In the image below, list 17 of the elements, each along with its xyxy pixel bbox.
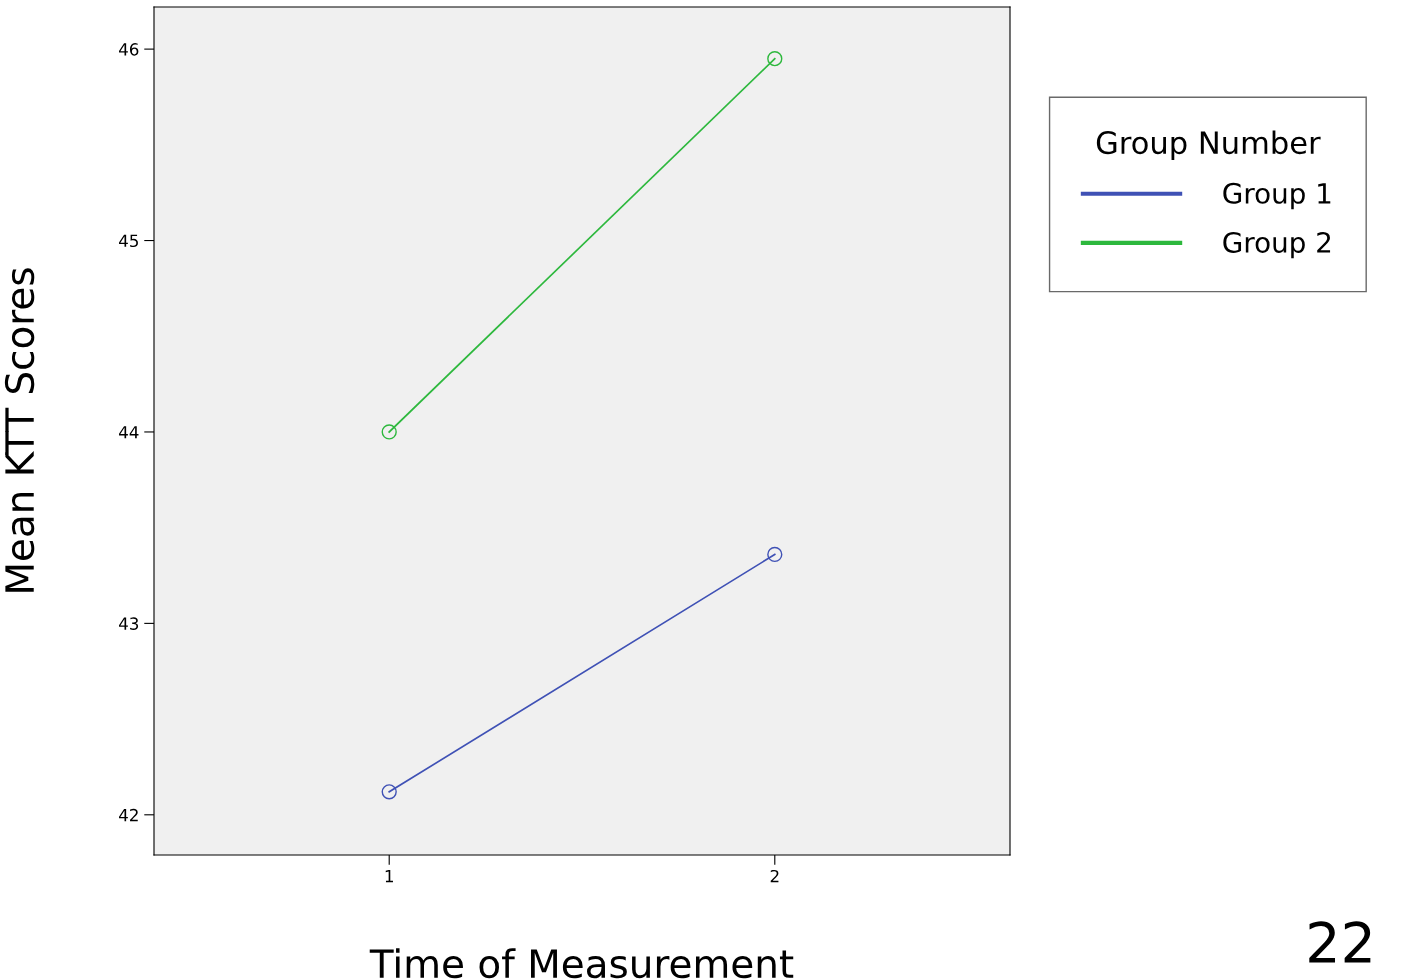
y-axis-title: Mean KTT Scores: [4, 268, 35, 592]
y-tick-label: 45: [119, 234, 138, 248]
y-tick-label: 43: [119, 617, 139, 630]
legend-label: Group 1: [1223, 182, 1331, 210]
point: [767, 51, 783, 67]
y-tick-label: 42: [119, 808, 138, 822]
x-tick-label: 2: [770, 869, 779, 883]
y-tick-label: 46: [119, 43, 139, 56]
legend-title: Group Number: [1096, 130, 1321, 161]
text: 22: [1309, 921, 1371, 963]
point: [381, 784, 397, 800]
y-tick-label: 44: [119, 426, 139, 439]
point: [381, 424, 397, 440]
legend-label: Group 2: [1223, 231, 1331, 259]
x-axis-title: Time of Measurement: [369, 948, 794, 979]
point: [767, 546, 783, 563]
x-tick-label: 1: [385, 870, 393, 883]
